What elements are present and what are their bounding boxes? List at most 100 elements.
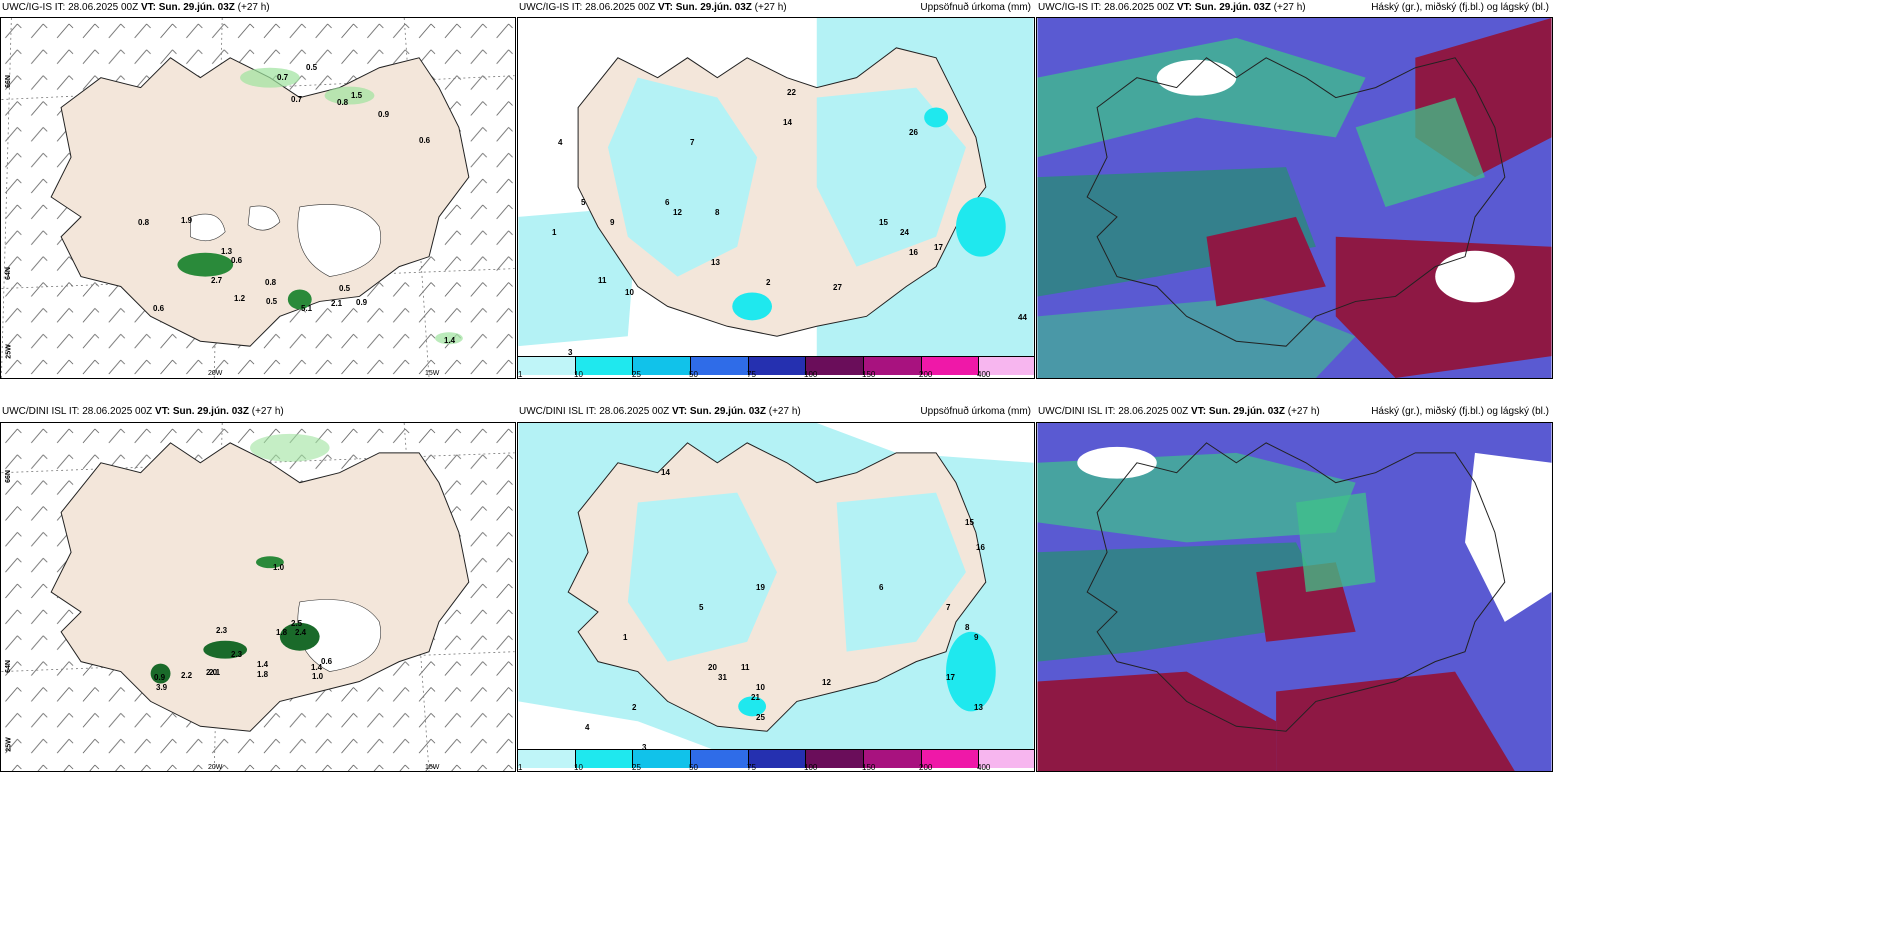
panel-header: UWC/DINI ISL IT: 28.06.2025 00Z VT: Sun.…: [1038, 404, 1551, 420]
value-label: 5: [699, 603, 704, 612]
cloud-title: Háský (gr.), miðský (fj.bl.) og lágský (…: [1371, 2, 1549, 13]
value-label: 6: [879, 583, 884, 592]
value-label: 2.5: [291, 619, 303, 628]
legend-swatch: [518, 357, 576, 375]
cloud-title: Háský (gr.), miðský (fj.bl.) og lágský (…: [1371, 406, 1549, 417]
lat-label-64n: 64N: [4, 267, 12, 280]
panel-header: UWC/DINI ISL IT: 28.06.2025 00Z VT: Sun.…: [519, 404, 1033, 420]
precip-title: Uppsöfnuð úrkoma (mm): [920, 406, 1031, 417]
map-panel-wind-dini: 1.0 2.3 1.8 2.5 2.4 2.3 2.0 1.4 1.8 2.1 1.4 0.6 1.0 0…: [0, 422, 516, 772]
value-label: 14: [661, 468, 670, 477]
legend-swatch: [575, 357, 634, 375]
value-label: 2: [632, 703, 637, 712]
value-label: 2.4: [295, 628, 307, 637]
panel-header: UWC/DINI ISL IT: 28.06.2025 00Z VT: Sun.…: [2, 406, 284, 417]
value-label: 9: [610, 218, 615, 227]
map-panel-wind-igis: 0.7 0.5 0.7 0.8 1.5 0.9 0.6 0.8 1.9 1.3 0.6 2.7 0.8 1…: [0, 17, 516, 379]
value-label: 0.7: [277, 73, 289, 82]
value-label: 1.9: [181, 216, 193, 225]
precip-legend: [518, 356, 1034, 375]
value-label: 1: [552, 228, 557, 237]
value-label: 0.9: [378, 110, 390, 119]
value-label: 0.9: [154, 673, 166, 682]
value-label: 3: [568, 348, 573, 357]
precip-map-igis: [518, 18, 1034, 357]
precip-map-dini: [518, 423, 1034, 752]
cloud-map-dini: [1037, 423, 1552, 771]
value-label: 17: [934, 243, 943, 252]
value-label: 2: [766, 278, 771, 287]
lon-label-25w: 25W: [5, 344, 13, 359]
iceland-outline: [1086, 57, 1506, 347]
panel-header: UWC/IG-IS IT: 28.06.2025 00Z VT: Sun. 29…: [2, 2, 270, 13]
value-label: 12: [822, 678, 831, 687]
value-label: 5.1: [301, 304, 313, 313]
legend-swatch: [748, 357, 807, 375]
model-name: UWC/IG-IS: [2, 2, 52, 13]
value-label: 26: [909, 128, 918, 137]
iceland-landmass: [50, 57, 470, 347]
value-label: 0.6: [231, 256, 243, 265]
value-label: 0.8: [265, 278, 277, 287]
value-label: 13: [711, 258, 720, 267]
legend-swatch: [806, 357, 865, 375]
value-label: 12: [673, 208, 682, 217]
value-label: 0.7: [291, 95, 303, 104]
value-label: 7: [946, 603, 951, 612]
value-label: 1.3: [221, 247, 233, 256]
value-label: 2.1: [209, 668, 221, 677]
value-label: 17: [946, 673, 955, 682]
value-label: 1.4: [444, 336, 456, 345]
value-label: 1.4: [257, 660, 269, 669]
value-label: 1.4: [311, 663, 323, 672]
value-label: 8: [965, 623, 970, 632]
legend-swatch: [633, 357, 692, 375]
value-label: 1: [623, 633, 628, 642]
legend-ticks: 1 10 25 50 75 100 150 200 400: [518, 763, 991, 772]
precip-legend: [518, 749, 1034, 768]
value-label: 2.1: [331, 299, 343, 308]
value-label: 0.5: [306, 63, 318, 72]
value-label: 11: [598, 276, 607, 285]
value-label: 0.8: [138, 218, 150, 227]
lon-label-15w: 15W: [425, 370, 440, 377]
cloud-map-igis: [1037, 18, 1552, 378]
lat-label-66n: 66N: [4, 75, 12, 88]
value-label: 19: [756, 583, 765, 592]
value-label: 21: [751, 693, 760, 702]
value-label: 1.2: [234, 294, 246, 303]
value-label: 15: [965, 518, 974, 527]
value-label: 1.0: [273, 563, 285, 572]
value-label: 8: [715, 208, 720, 217]
value-label: 0.8: [337, 98, 349, 107]
value-label: 27: [833, 283, 842, 292]
value-label: 0.9: [356, 298, 368, 307]
value-label: 4: [558, 138, 563, 147]
wind-map-igis: [1, 18, 515, 378]
map-panel-cloud-igis: [1036, 17, 1553, 379]
value-label: 13: [974, 703, 983, 712]
value-label: 2.0: [206, 668, 218, 677]
iceland-outline: [1086, 442, 1506, 732]
value-label: 24: [900, 228, 909, 237]
value-label: 31: [718, 673, 727, 682]
value-label: 10: [756, 683, 765, 692]
lon-label-20w: 20W: [208, 370, 223, 377]
legend-ticks: 1 10 25 50 75 100 150 200 400: [518, 370, 991, 379]
panel-header: UWC/IG-IS IT: 28.06.2025 00Z VT: Sun. 29…: [519, 0, 1033, 16]
value-label: 10: [625, 288, 634, 297]
value-label: 25: [756, 713, 765, 722]
value-label: 1.0: [312, 672, 324, 681]
value-label: 9: [974, 633, 979, 642]
value-label: 44: [1018, 313, 1027, 322]
map-panel-cloud-dini: [1036, 422, 1553, 772]
value-label: 0.5: [266, 297, 278, 306]
value-label: 0.5: [339, 284, 351, 293]
value-label: 2.3: [231, 650, 243, 659]
map-panel-precip-dini: 1 2 3 4 5 6 7 8 9 10 11 12 13 14 15 16 17 19 20 21 25 31 1 10…: [517, 422, 1035, 772]
value-label: 22: [787, 88, 796, 97]
value-label: 0.6: [419, 136, 431, 145]
value-label: 2.2: [181, 671, 193, 680]
map-panel-precip-igis: 1 2 3 4 5 6 7 8 9 10 11 12 13 14 15 16 17 22 24 26 27 44 1 10…: [517, 17, 1035, 379]
value-label: 0.6: [321, 657, 333, 666]
